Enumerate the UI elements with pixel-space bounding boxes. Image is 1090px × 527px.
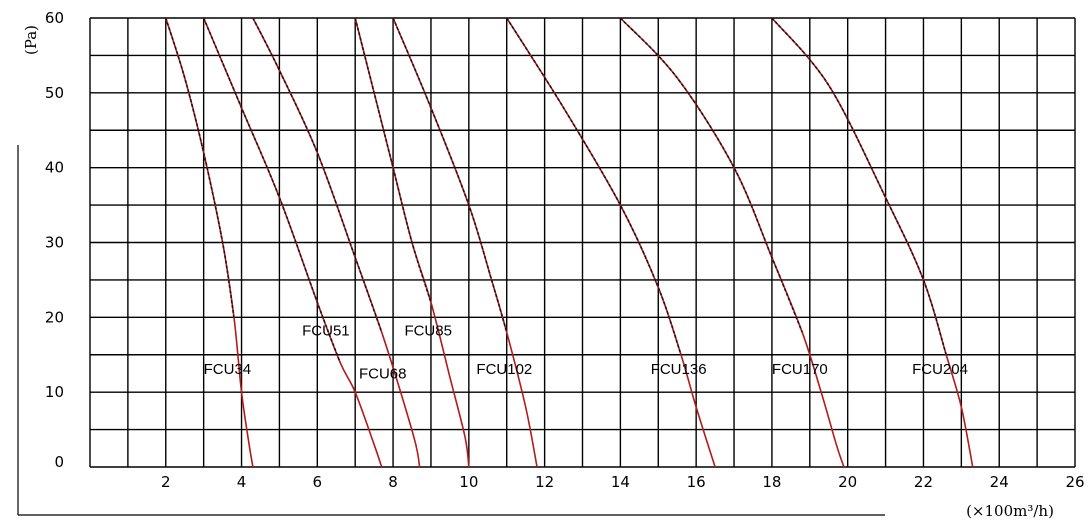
series-curve-upper [619,17,803,333]
series-curve-upper [506,17,682,356]
series-labels: FCU34 FCU51 FCU68 FCU85 FCU102 FCU136 FCU170 FC… [204,322,968,382]
x-tick-label: 4 [237,473,247,491]
y-tick-labels: 0 10 20 30 40 50 60 [45,9,64,471]
series-label: FCU68 [359,366,407,383]
axis-lines [17,145,885,516]
series-curve-upper [252,17,383,333]
series-label: FCU136 [651,361,707,378]
x-tick-label: 18 [762,473,781,491]
x-tick-label: 8 [388,473,398,491]
y-tick-label: 40 [45,159,64,177]
x-tick-label: 22 [914,473,933,491]
series-curve-upper [165,17,235,318]
x-tick-label: 26 [1065,473,1084,491]
series-label: FCU204 [912,361,968,378]
x-tick-labels: 2 4 6 8 10 12 14 16 18 20 22 24 26 [161,473,1085,491]
series-curves [165,17,974,468]
series-curve [771,17,974,468]
series-label: FCU102 [476,361,532,378]
x-tick-label: 20 [838,473,857,491]
series-curve-upper [354,17,432,303]
series-label: FCU34 [204,361,252,378]
y-tick-label: 30 [45,234,64,252]
x-tick-label: 2 [161,473,171,491]
y-tick-label: 60 [45,9,64,27]
series-curve-upper [392,17,508,333]
x-tick-label: 16 [687,473,706,491]
x-tick-label: 24 [990,473,1009,491]
series-label: FCU85 [404,322,452,339]
series-curve-upper [202,17,341,363]
x-axis-label: (×100m³/h) [966,502,1054,520]
x-tick-label: 14 [611,473,630,491]
x-tick-label: 10 [459,473,478,491]
series-label: FCU170 [772,361,828,378]
y-tick-label: 0 [54,453,64,471]
y-axis-label: (Pa) [22,25,40,55]
grid [89,17,1076,468]
x-tick-label: 6 [313,473,323,491]
series-label: FCU51 [302,322,350,339]
x-tick-label: 12 [535,473,554,491]
series-curve-upper [771,17,947,355]
y-tick-label: 10 [45,383,64,401]
y-tick-label: 50 [45,84,64,102]
y-tick-label: 20 [45,308,64,326]
